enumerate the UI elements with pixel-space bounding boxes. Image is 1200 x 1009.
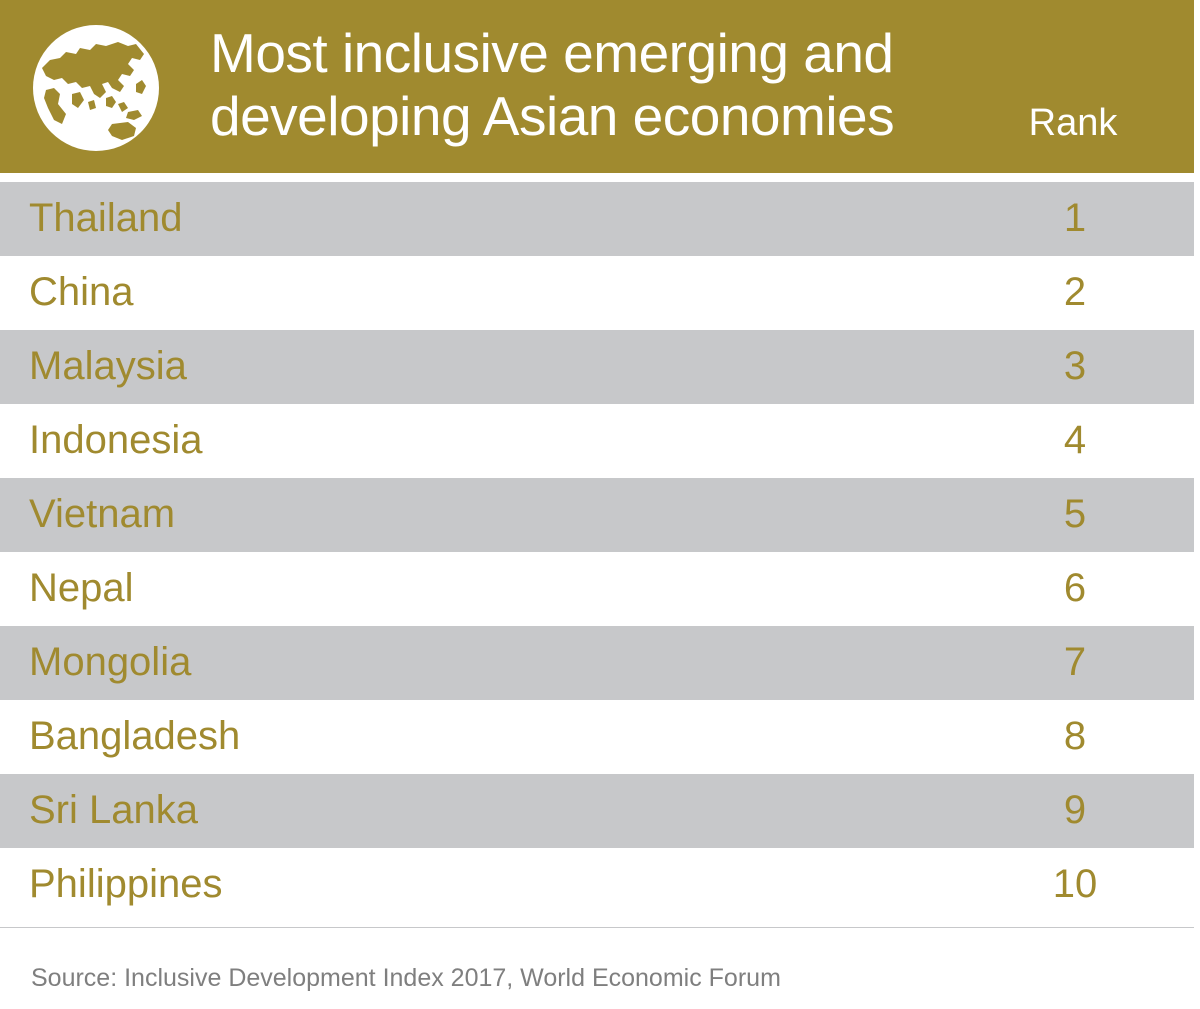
- globe-icon: [33, 25, 159, 151]
- rank-column-header: Rank: [1028, 102, 1118, 144]
- rank-value: 9: [1063, 788, 1087, 832]
- rank-value: 8: [1063, 714, 1087, 758]
- footer-divider: [0, 927, 1194, 928]
- chart-title: Most inclusive emerging and developing A…: [210, 22, 1000, 148]
- country-name: China: [29, 270, 134, 314]
- title-line-1: Most inclusive emerging and: [210, 22, 894, 84]
- table-row: Indonesia 4: [0, 404, 1194, 478]
- rank-value: 10: [1052, 862, 1098, 906]
- table-row: Thailand 1: [0, 182, 1194, 256]
- country-name: Malaysia: [29, 344, 187, 388]
- table-row: Sri Lanka 9: [0, 774, 1194, 848]
- source-note: Source: Inclusive Development Index 2017…: [31, 964, 781, 992]
- table-row: Mongolia 7: [0, 626, 1194, 700]
- title-line-2: developing Asian economies: [210, 85, 895, 147]
- header-gap: [0, 173, 1194, 182]
- rank-value: 7: [1063, 640, 1087, 684]
- rank-value: 3: [1063, 344, 1087, 388]
- rank-value: 1: [1063, 196, 1087, 240]
- table-row: Nepal 6: [0, 552, 1194, 626]
- table-row: China 2: [0, 256, 1194, 330]
- country-name: Indonesia: [29, 418, 203, 462]
- country-name: Thailand: [29, 196, 183, 240]
- country-name: Bangladesh: [29, 714, 241, 758]
- table-row: Bangladesh 8: [0, 700, 1194, 774]
- table-row: Malaysia 3: [0, 330, 1194, 404]
- country-name: Nepal: [29, 566, 134, 610]
- country-name: Vietnam: [29, 492, 176, 536]
- country-name: Philippines: [29, 862, 223, 906]
- rank-value: 4: [1063, 418, 1087, 462]
- chart-header: Most inclusive emerging and developing A…: [0, 0, 1194, 173]
- rank-value: 5: [1063, 492, 1087, 536]
- ranking-table: Thailand 1 China 2 Malaysia 3 Indonesia 4 Vietna…: [0, 182, 1194, 922]
- rank-value: 2: [1063, 270, 1087, 314]
- rank-value: 6: [1063, 566, 1087, 610]
- table-row: Philippines 10: [0, 848, 1194, 922]
- table-row: Vietnam 5: [0, 478, 1194, 552]
- country-name: Mongolia: [29, 640, 192, 684]
- country-name: Sri Lanka: [29, 788, 198, 832]
